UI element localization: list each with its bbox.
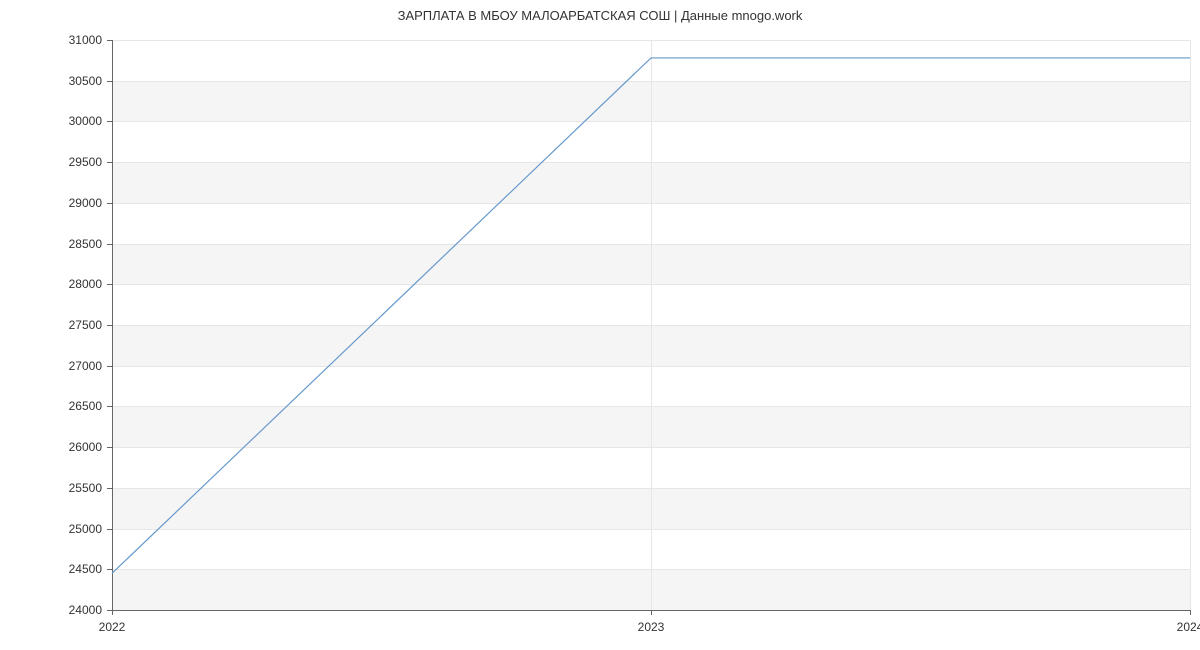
y-tick-label: 25000	[69, 522, 112, 536]
chart-title: ЗАРПЛАТА В МБОУ МАЛОАРБАТСКАЯ СОШ | Данн…	[0, 8, 1200, 23]
y-tick-label: 26500	[69, 399, 112, 413]
line-layer	[112, 40, 1190, 610]
y-tick-label: 24500	[69, 562, 112, 576]
x-tick-label: 2022	[99, 610, 126, 634]
y-tick-label: 27500	[69, 318, 112, 332]
plot-area: 2400024500250002550026000265002700027500…	[112, 40, 1190, 610]
y-tick-label: 31000	[69, 33, 112, 47]
x-tick-label: 2024	[1177, 610, 1200, 634]
y-tick-label: 30000	[69, 114, 112, 128]
y-tick-label: 28000	[69, 277, 112, 291]
x-tick-label: 2023	[638, 610, 665, 634]
y-tick-label: 29000	[69, 196, 112, 210]
y-tick-label: 30500	[69, 74, 112, 88]
series-line-salary	[112, 58, 1190, 573]
y-tick-label: 26000	[69, 440, 112, 454]
salary-chart: ЗАРПЛАТА В МБОУ МАЛОАРБАТСКАЯ СОШ | Данн…	[0, 0, 1200, 650]
y-tick-label: 29500	[69, 155, 112, 169]
y-tick-label: 25500	[69, 481, 112, 495]
y-tick-label: 28500	[69, 237, 112, 251]
y-tick-label: 27000	[69, 359, 112, 373]
gridline-vertical	[1190, 40, 1191, 610]
